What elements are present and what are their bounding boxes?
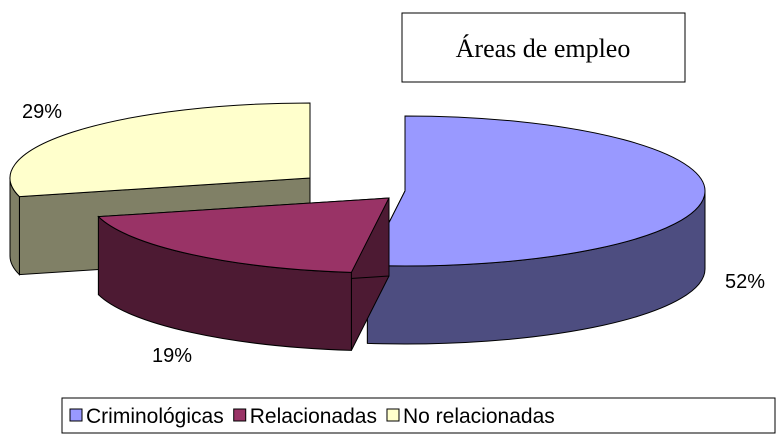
pie: 52% 19% 29% <box>9 101 765 367</box>
data-label: 29% <box>22 101 62 123</box>
data-label: 52% <box>725 271 765 293</box>
legend-label: Criminológicas <box>86 405 224 428</box>
legend-swatch <box>386 408 400 422</box>
pie-slice <box>366 115 706 345</box>
legend-swatch <box>233 408 247 422</box>
slice-top <box>366 115 706 267</box>
legend-label: Relacionadas <box>250 405 377 428</box>
data-label: 19% <box>152 345 192 367</box>
slice-top <box>9 102 311 198</box>
slice-top <box>97 197 390 273</box>
chart-title: Áreas de empleo <box>456 34 631 63</box>
title-box <box>401 12 686 83</box>
legend-swatch <box>69 408 83 422</box>
legend: Criminológicas Relacionadas No relacionada… <box>69 405 555 428</box>
legend-box <box>61 397 776 434</box>
legend-label: No relacionadas <box>403 405 555 428</box>
pie-slice <box>97 197 390 351</box>
